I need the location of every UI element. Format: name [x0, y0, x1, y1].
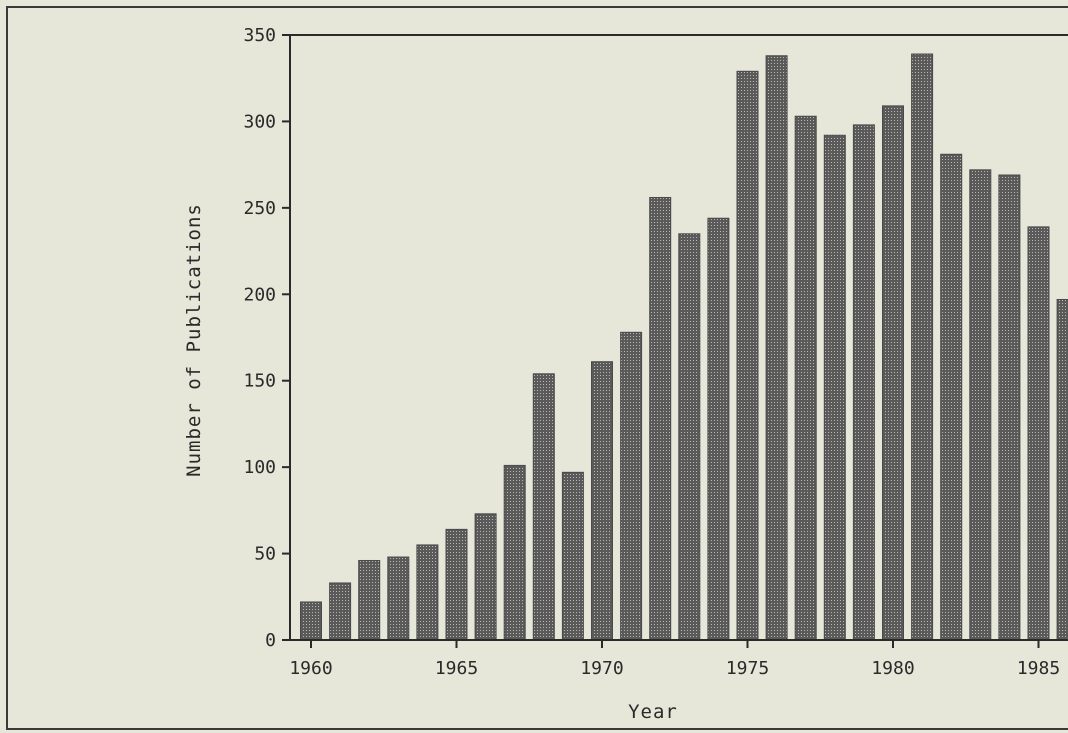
x-tick-label-1985: 1985 [1017, 658, 1060, 679]
y-tick-label-100: 100 [243, 457, 276, 478]
bar-1969 [561, 471, 584, 641]
bar-1968 [532, 373, 555, 641]
x-tick-label-1965: 1965 [435, 658, 478, 679]
x-tick-label-1970: 1970 [580, 658, 623, 679]
y-tick-label-50: 50 [254, 544, 276, 565]
y-axis-label: Number of Publications [183, 203, 205, 477]
bar-1977 [794, 115, 817, 641]
bar-1981 [911, 53, 934, 641]
axes-group: 0 50 100 150 200 250 300 350 1960 1965 1970 1975 198… [243, 25, 1068, 679]
bar-1961 [329, 582, 352, 641]
bar-1983 [969, 169, 992, 641]
bar-1960 [300, 601, 322, 641]
bar-1964 [416, 544, 439, 641]
x-tick-label-1975: 1975 [726, 658, 769, 679]
y-tick-label-300: 300 [243, 111, 276, 132]
bars-group [300, 53, 1068, 641]
bar-1963 [387, 556, 410, 641]
bar-1978 [823, 134, 846, 641]
x-tick-label-1960: 1960 [289, 658, 332, 679]
bar-1976 [765, 55, 788, 641]
bar-1962 [358, 559, 381, 641]
bar-1972 [649, 196, 672, 641]
bar-1980 [882, 105, 904, 641]
y-tick-label-200: 200 [243, 284, 276, 305]
bar-1970 [591, 361, 613, 641]
bar-1974 [707, 217, 730, 641]
bar-1971 [620, 331, 643, 641]
y-tick-label-150: 150 [243, 371, 276, 392]
bar-1965 [445, 528, 468, 641]
bar-1985 [1027, 226, 1050, 641]
bar-1966 [474, 513, 497, 641]
x-axis-label: Year [628, 701, 678, 723]
bar-1986 [1056, 298, 1068, 641]
bar-1973 [678, 233, 701, 641]
bar-1975 [736, 70, 759, 641]
bar-1982 [940, 153, 963, 641]
bar-1984 [998, 174, 1021, 641]
y-tick-label-350: 350 [243, 25, 276, 46]
y-tick-label-250: 250 [243, 198, 276, 219]
y-tick-label-0: 0 [265, 630, 276, 651]
bar-1979 [852, 124, 875, 641]
x-tick-label-1980: 1980 [871, 658, 914, 679]
bar-1967 [503, 464, 526, 641]
